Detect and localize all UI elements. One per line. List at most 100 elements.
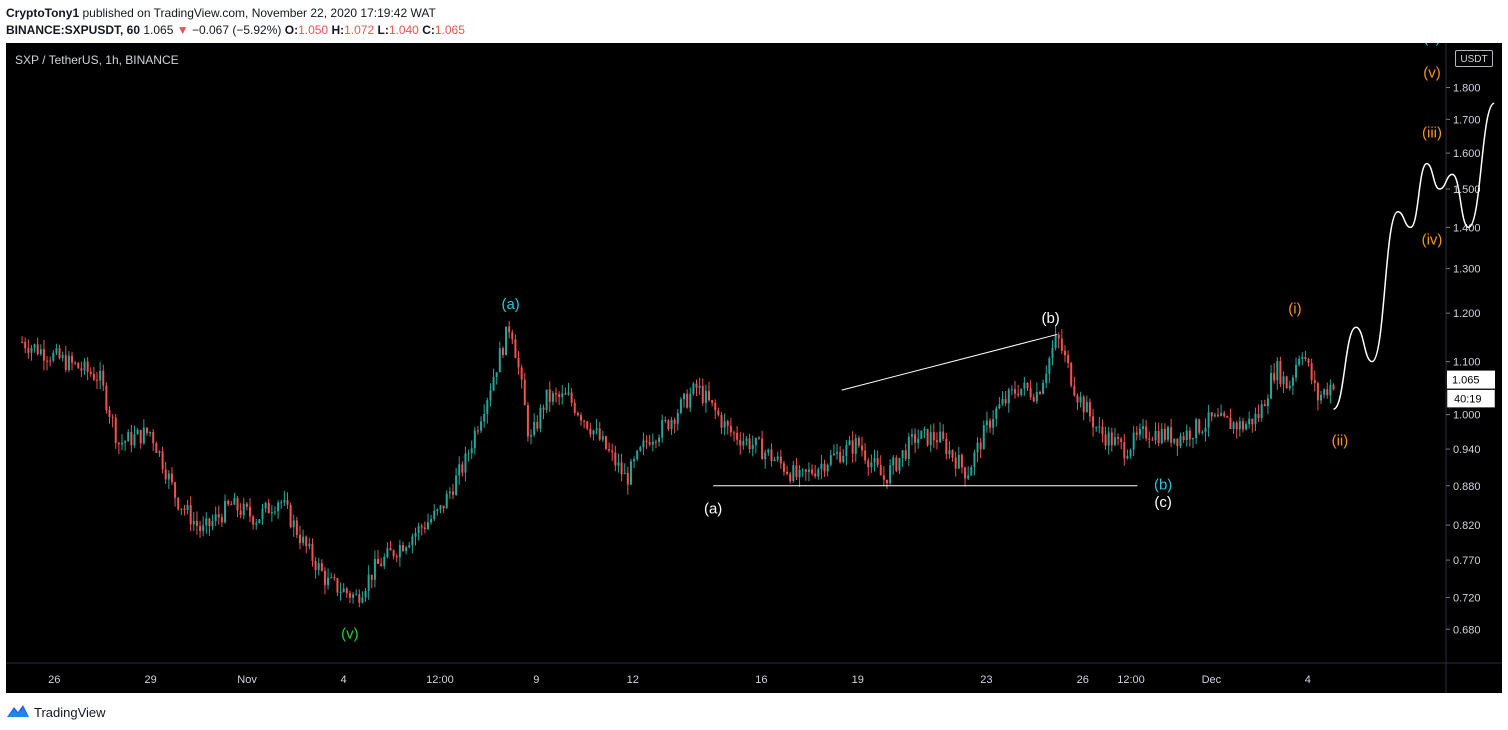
candle-body [614, 452, 617, 466]
candle-body [1316, 383, 1319, 401]
candle-body [330, 577, 333, 579]
candle-body [180, 508, 183, 510]
candle-body [1329, 384, 1332, 396]
candle-body [458, 464, 461, 476]
candle-body [1029, 388, 1032, 398]
candle-body [192, 520, 195, 525]
candle-body [1123, 441, 1126, 459]
candle-body [402, 545, 405, 552]
candle-body [74, 362, 77, 364]
candle-body [1017, 393, 1020, 396]
candle-body [1326, 389, 1329, 396]
low-label: L: [377, 23, 389, 37]
candle-body [648, 442, 651, 445]
candle-body [948, 450, 951, 455]
candle-body [1282, 376, 1285, 385]
candle-body [1245, 424, 1248, 430]
wave-label: (a) [501, 296, 519, 313]
candle-body [595, 428, 598, 431]
candle-body [21, 341, 24, 343]
tradingview-brand[interactable]: TradingView [34, 705, 106, 720]
x-tick-label: 16 [755, 674, 767, 686]
candle-body [461, 464, 464, 473]
candle-body [654, 441, 657, 443]
candle-body [170, 473, 173, 483]
candle-body [30, 347, 33, 353]
candle-body [164, 469, 167, 480]
candle-body [270, 512, 273, 514]
candle-body [1270, 373, 1273, 399]
wave-label: (b) [1041, 310, 1059, 327]
candle-body [1320, 394, 1323, 401]
candle-body [979, 442, 982, 450]
candle-body [489, 390, 492, 401]
candle-body [36, 344, 39, 355]
candle-body [1195, 419, 1198, 439]
candle-body [939, 431, 942, 443]
candle-body [1266, 398, 1269, 407]
candle-body [80, 368, 83, 371]
candle-body [542, 407, 545, 410]
candle-body [967, 475, 970, 479]
y-tick-label: 1.100 [1453, 357, 1481, 369]
candle-body [426, 522, 429, 530]
candle-body [517, 358, 520, 368]
candle-body [814, 473, 817, 477]
price-change: −0.067 (−5.92%) [191, 23, 282, 37]
chart-area[interactable]: 1.800 1.700 1.600 1.500 1.400 1.300 1.200 1.100… [6, 43, 1502, 693]
candle-body [152, 432, 155, 444]
candle-body [792, 465, 795, 481]
price-chart[interactable]: 1.8001.7001.6001.5001.4001.3001.2001.100… [6, 43, 1502, 693]
candle-body [651, 441, 654, 445]
candle-body [1188, 430, 1191, 440]
candle-body [992, 418, 995, 428]
author-name[interactable]: CryptoTony1 [6, 6, 80, 20]
candle-body [1032, 397, 1035, 402]
candle-body [620, 462, 623, 475]
candle-body [1210, 412, 1213, 417]
x-tick-label: 26 [1077, 674, 1089, 686]
candle-body [923, 428, 926, 431]
x-tick-label: 4 [1305, 674, 1311, 686]
candle-body [480, 421, 483, 431]
wave-label: (iii) [1422, 125, 1442, 142]
candle-body [1129, 449, 1132, 456]
wave-label: (i) [1288, 301, 1301, 318]
candle-body [286, 500, 289, 505]
wave-label: (c) [1154, 494, 1172, 511]
candle-body [1323, 389, 1326, 395]
candle-body [626, 472, 629, 485]
candle-body [561, 393, 564, 397]
candle-body [754, 437, 757, 445]
candle-body [1132, 432, 1135, 450]
candle-body [208, 518, 211, 527]
candle-body [1020, 388, 1023, 396]
publish-line: CryptoTony1 published on TradingView.com… [6, 6, 436, 20]
candle-body [464, 453, 467, 473]
candle-body [352, 594, 355, 598]
candle-body [1035, 392, 1038, 402]
candle-body [348, 593, 351, 598]
candle-body [604, 436, 607, 449]
candle-body [817, 469, 820, 477]
candle-body [33, 344, 36, 348]
candle-body [832, 453, 835, 456]
candle-body [46, 360, 49, 362]
currency-unit-badge[interactable]: USDT [1455, 50, 1493, 67]
candle-body [1238, 421, 1241, 430]
candle-body [358, 594, 361, 603]
x-tick-label: 4 [340, 674, 346, 686]
candle-body [242, 503, 245, 516]
candle-body [114, 417, 117, 443]
candle-body [898, 457, 901, 471]
candle-body [355, 594, 358, 596]
candle-body [1332, 384, 1335, 390]
y-tick-label: 1.000 [1453, 410, 1481, 422]
candle-body [280, 502, 283, 504]
candle-body [723, 421, 726, 428]
x-tick-label: Nov [237, 674, 257, 686]
candle-body [24, 341, 27, 349]
candle-body [174, 482, 177, 498]
candle-body [108, 410, 111, 417]
candle-body [305, 536, 308, 547]
